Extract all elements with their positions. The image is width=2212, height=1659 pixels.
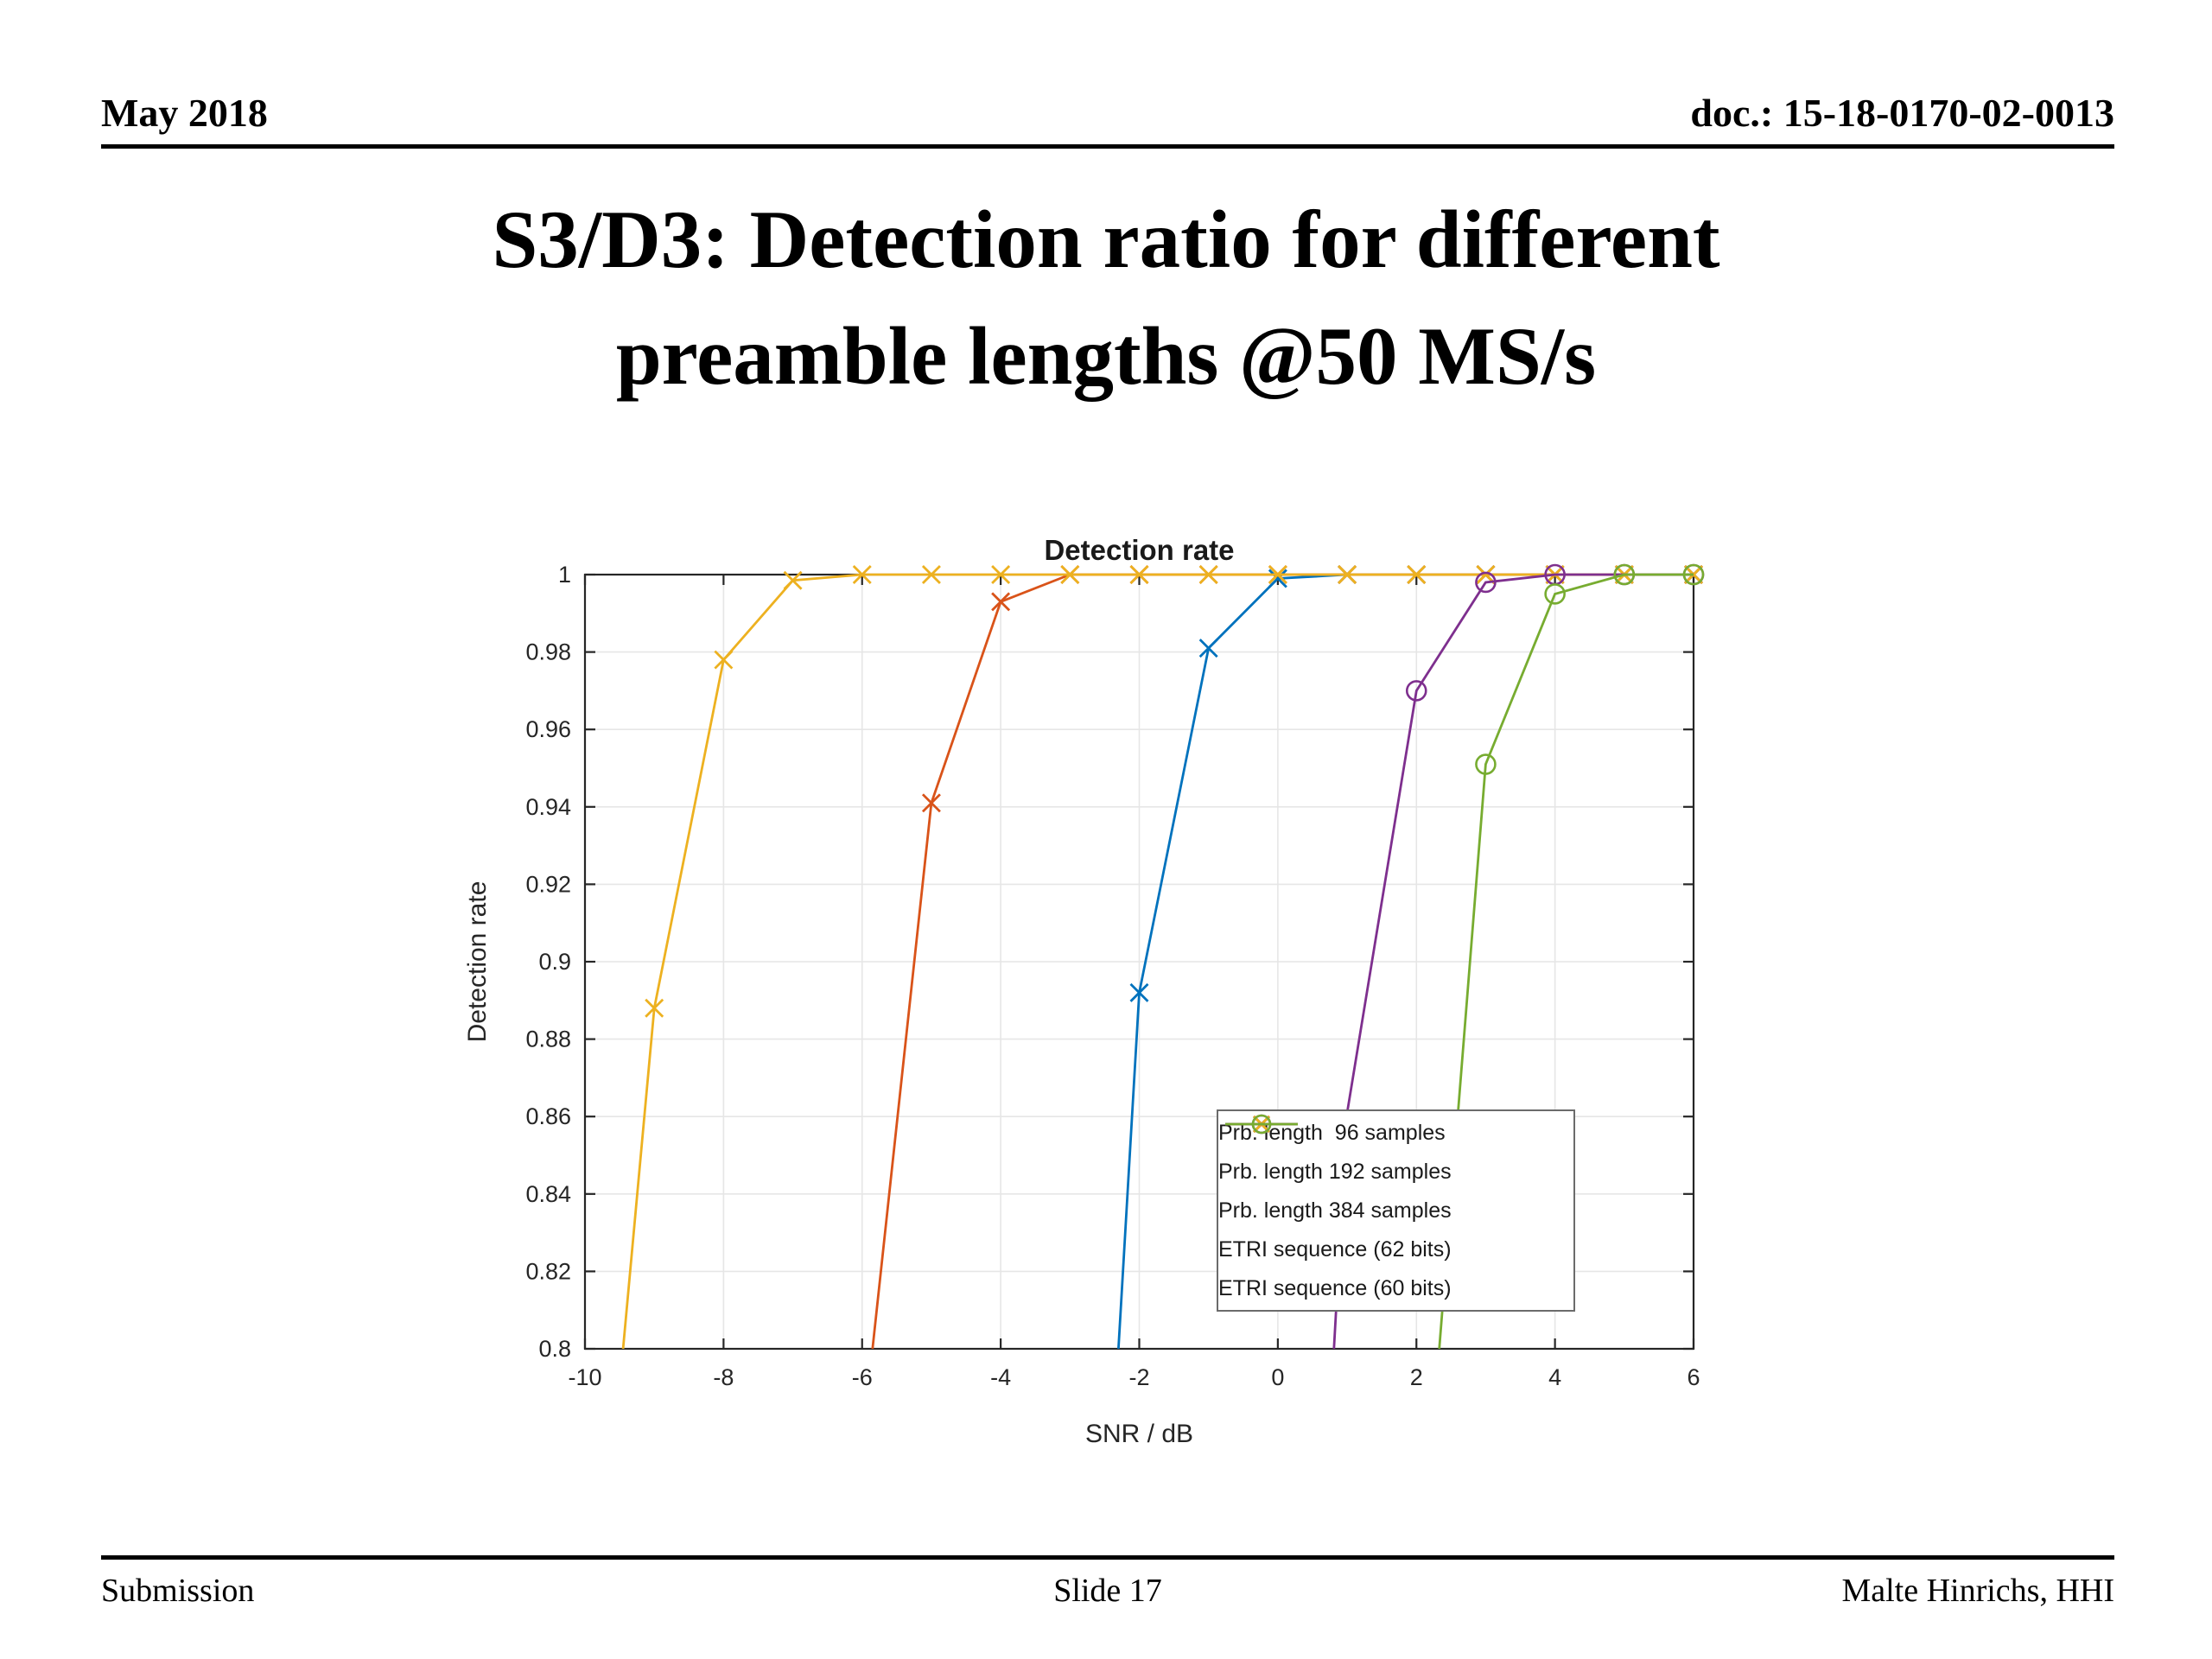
y-axis-label: Detection rate xyxy=(463,881,492,1043)
x-tick-label: 2 xyxy=(1410,1364,1423,1390)
legend-item-4: ETRI sequence (60 bits) xyxy=(1218,1114,1573,1307)
x-tick-label: 0 xyxy=(1271,1364,1284,1390)
series-marker-x xyxy=(1407,565,1427,584)
y-tick-label: 0.96 xyxy=(525,716,571,742)
series-marker-x xyxy=(1129,982,1149,1002)
series-marker-x xyxy=(1268,565,1287,584)
y-tick-label: 0.8 xyxy=(538,1336,571,1362)
legend-item-1: Prb. length 192 samples xyxy=(1218,1116,1573,1191)
y-tick-label: 0.84 xyxy=(525,1181,571,1207)
footer-author: Malte Hinrichs, HHI xyxy=(1841,1573,2114,1609)
series-marker-x xyxy=(645,998,664,1018)
series-marker-o xyxy=(1544,583,1566,605)
series-marker-o xyxy=(1475,753,1497,775)
legend-label: ETRI sequence (62 bits) xyxy=(1218,1236,1452,1262)
x-tick-label: -10 xyxy=(568,1364,601,1390)
series-marker-x xyxy=(921,793,941,813)
x-tick-label: -6 xyxy=(852,1364,873,1390)
series-marker-x xyxy=(1338,565,1357,584)
series-marker-o xyxy=(1405,680,1427,702)
x-tick-label: 4 xyxy=(1548,1364,1561,1390)
x-tick-label: 6 xyxy=(1687,1364,1700,1390)
series-marker-x xyxy=(991,565,1011,584)
legend-label: Prb. length 384 samples xyxy=(1218,1198,1452,1223)
y-tick-label: 0.94 xyxy=(525,794,571,820)
series-marker-x xyxy=(1476,565,1496,584)
series-marker-o xyxy=(1475,571,1497,594)
y-tick-label: 0.88 xyxy=(525,1027,571,1052)
y-tick-label: 0.86 xyxy=(525,1103,571,1129)
series-line-4 xyxy=(1438,573,1694,1350)
y-tick-label: 0.9 xyxy=(538,949,571,975)
series-marker-x xyxy=(714,650,734,670)
y-tick-label: 0.98 xyxy=(525,639,571,665)
series-marker-x xyxy=(1129,565,1149,584)
series-marker-o xyxy=(1613,563,1636,586)
x-axis-label: SNR / dB xyxy=(1085,1420,1193,1448)
series-marker-x xyxy=(921,565,941,584)
y-tick-label: 1 xyxy=(558,562,571,588)
legend-label: Prb. length 192 samples xyxy=(1218,1159,1452,1184)
legend-sample-circle-icon xyxy=(1225,1114,1298,1135)
x-tick-label: -8 xyxy=(713,1364,734,1390)
chart-legend: Prb. length 96 samples Prb. length 192 sa… xyxy=(1217,1109,1575,1312)
y-tick-label: 0.92 xyxy=(525,871,571,897)
legend-item-2: Prb. length 384 samples xyxy=(1218,1116,1573,1230)
header: May 2018 doc.: 15-18-0170-02-0013 xyxy=(101,90,2114,149)
series-marker-o xyxy=(1682,563,1705,586)
series-marker-x xyxy=(852,565,872,584)
header-doc-number: doc.: 15-18-0170-02-0013 xyxy=(1690,91,2114,135)
footer: Submission Slide 17 Malte Hinrichs, HHI xyxy=(101,1555,2114,1609)
footer-submission: Submission xyxy=(101,1573,255,1609)
legend-item-3: ETRI sequence (62 bits) xyxy=(1218,1114,1573,1268)
series-marker-x xyxy=(1060,565,1080,584)
detection-rate-chart: -10 -8 -6 -4 -2 0 2 4 6 0.8 0.82 0.84 0.86 0.88 0.9 0.9… xyxy=(449,510,1771,1503)
footer-slide-number: Slide 17 xyxy=(1053,1573,1162,1609)
slide-title-line2: preamble lengths @50 MS/s xyxy=(615,309,1597,402)
series-marker-x xyxy=(991,592,1011,612)
x-tick-label: -4 xyxy=(990,1364,1011,1390)
slide-title-line1: S3/D3: Detection ratio for different xyxy=(492,194,1720,285)
header-date: May 2018 xyxy=(101,91,268,135)
slide-title: S3/D3: Detection ratio for different pre… xyxy=(0,181,2212,415)
x-tick-label: -2 xyxy=(1128,1364,1149,1390)
series-marker-x xyxy=(1268,569,1287,588)
chart-title: Detection rate xyxy=(1044,534,1234,566)
series-marker-x xyxy=(1198,639,1218,658)
series-marker-x xyxy=(783,570,803,590)
y-tick-label: 0.82 xyxy=(525,1258,571,1284)
legend-label: ETRI sequence (60 bits) xyxy=(1218,1275,1452,1300)
series-marker-x xyxy=(1198,565,1218,584)
chart-plot-area: -10 -8 -6 -4 -2 0 2 4 6 0.8 0.82 0.84 0.86 0.88 0.9 0.9… xyxy=(463,534,1705,1448)
